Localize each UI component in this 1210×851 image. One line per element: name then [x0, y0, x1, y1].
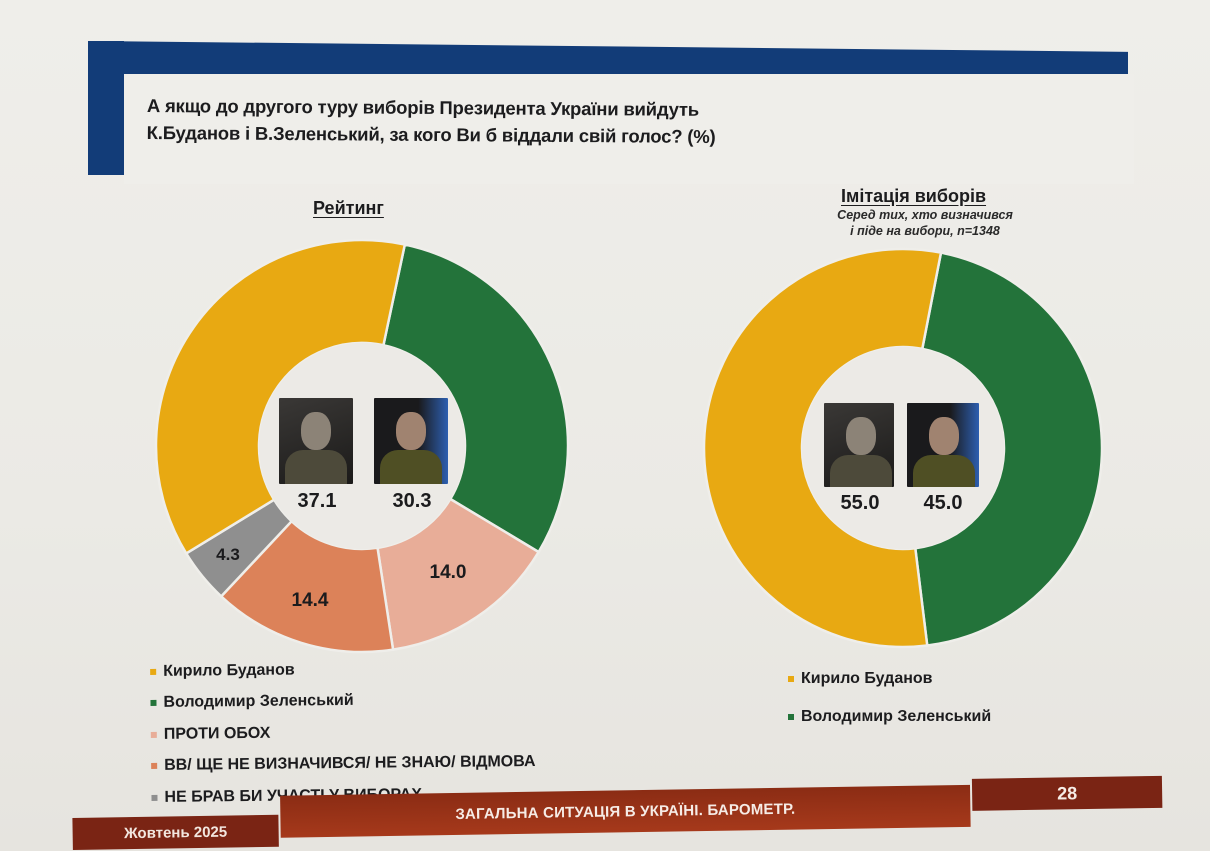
legend-item-zelensky: Володимир Зеленський [150, 683, 535, 719]
footer-month: Жовтень 2025 [72, 814, 279, 850]
legend-item-budanov: Кирило Буданов [788, 660, 991, 698]
left-zelensky-value: 30.3 [392, 490, 432, 512]
legend-item-against-both: ПРОТИ ОБОХ [150, 715, 536, 751]
legend-label: Кирило Буданов [163, 661, 295, 680]
legend-label: ПРОТИ ОБОХ [163, 724, 271, 743]
legend-label: Володимир Зеленський [163, 692, 354, 712]
slice-label-undecided: 14.4 [291, 590, 329, 611]
right-budanov-value: 55.0 [840, 492, 880, 514]
right-zelensky-value: 45.0 [923, 492, 963, 514]
footer-title: ЗАГАЛЬНА СИТУАЦІЯ В УКРАЇНІ. БАРОМЕТР. [280, 784, 971, 838]
legend-swatch-yellow [788, 676, 794, 682]
header-panel [124, 74, 1134, 184]
slice-label-against-both: 14.0 [429, 562, 467, 583]
legend-label: ВВ/ ЩЕ НЕ ВИЗНАЧИВСЯ/ НЕ ЗНАЮ/ ВІДМОВА [164, 753, 536, 775]
legend-label: Кирило Буданов [801, 670, 933, 687]
budanov-photo [279, 398, 353, 484]
slice-label-not-voting: 4.3 [216, 545, 240, 564]
legend-label: Володимир Зеленський [801, 708, 992, 725]
right-chart-subtitle: Серед тих, хто визначився і піде на вибо… [800, 207, 1050, 239]
legend-swatch-orange [151, 763, 158, 770]
legend-item-undecided: ВВ/ ЩЕ НЕ ВИЗНАЧИВСЯ/ НЕ ЗНАЮ/ ВІДМОВА [151, 746, 536, 782]
zelensky-photo-right [907, 403, 979, 487]
legend-item-budanov: Кирило Буданов [150, 652, 535, 688]
page-number: 28 [971, 775, 1163, 811]
legend-item-zelensky: Володимир Зеленський [788, 698, 991, 736]
budanov-photo-right [824, 403, 894, 487]
legend-swatch-pink [150, 731, 157, 738]
left-chart-title: Рейтинг [313, 198, 384, 218]
right-legend: Кирило Буданов Володимир Зеленський [788, 660, 991, 736]
subtitle-line-1: Серед тих, хто визначився [837, 208, 1013, 222]
legend-swatch-green [150, 700, 157, 707]
right-chart-title: Імітація виборів [841, 186, 987, 206]
zelensky-photo [374, 398, 448, 484]
header-side-bar [88, 41, 124, 175]
legend-swatch-green [788, 714, 794, 720]
left-budanov-value: 37.1 [297, 490, 337, 512]
legend-swatch-yellow [150, 668, 157, 675]
subtitle-line-2: і піде на вибори, n=1348 [850, 224, 1000, 238]
